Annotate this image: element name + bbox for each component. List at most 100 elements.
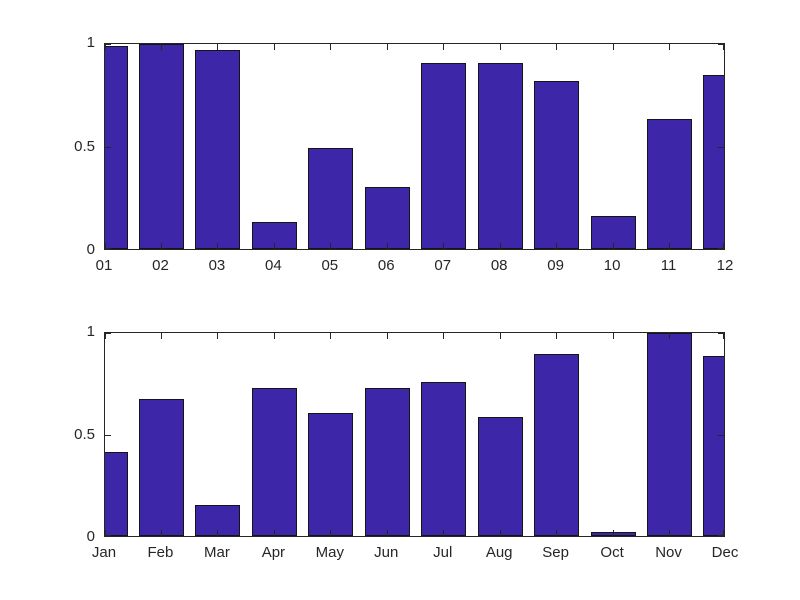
- y-axis-tick: [105, 248, 111, 249]
- x-axis-tick: [217, 333, 219, 339]
- y-axis-tick: [718, 44, 724, 45]
- x-tick-label-Aug: Aug: [485, 544, 513, 561]
- bar-Dec: [703, 355, 724, 536]
- x-axis-tick: [669, 333, 671, 339]
- y-tick-label-0.5: 0.5: [74, 137, 95, 155]
- y-axis-tick: [718, 535, 724, 536]
- x-axis-tick: [330, 530, 332, 536]
- x-axis-tick: [612, 333, 614, 339]
- x-axis-tick: [669, 243, 671, 249]
- bar-May: [308, 413, 354, 536]
- x-axis-tick: [443, 333, 445, 339]
- x-axis-tick: [160, 44, 162, 50]
- y-axis-tick: [105, 44, 111, 45]
- bar-Jan: [105, 451, 128, 536]
- bar-11: [646, 118, 693, 249]
- y-axis-tick: [105, 333, 111, 334]
- y-axis-tick: [105, 435, 111, 436]
- x-tick-label-Jul: Jul: [433, 544, 453, 561]
- x-tick-label-03: 03: [208, 257, 226, 274]
- x-axis-tick: [330, 44, 332, 50]
- x-axis-tick: [499, 530, 501, 536]
- x-axis-tick: [273, 530, 275, 536]
- x-axis-tick: [105, 333, 106, 339]
- x-axis-tick: [723, 333, 724, 339]
- x-axis-tick: [556, 333, 558, 339]
- x-axis-tick: [556, 530, 558, 536]
- x-axis-tick: [499, 243, 501, 249]
- x-tick-label-Nov: Nov: [655, 544, 682, 561]
- x-axis-tick: [273, 333, 275, 339]
- x-axis-tick: [330, 243, 332, 249]
- x-tick-label-12: 12: [716, 257, 734, 274]
- x-tick-label-Jun: Jun: [374, 544, 399, 561]
- y-tick-label-0: 0: [86, 241, 95, 258]
- x-tick-label-08: 08: [490, 257, 508, 274]
- bar-Nov: [646, 333, 693, 536]
- x-axis-tick: [273, 243, 275, 249]
- x-tick-label-Sep: Sep: [542, 544, 569, 561]
- x-tick-label-May: May: [315, 544, 344, 561]
- bar-06: [364, 186, 410, 249]
- y-axis-tick: [718, 435, 724, 436]
- x-axis-tick: [386, 44, 388, 50]
- x-axis-tick: [556, 243, 558, 249]
- x-axis-tick: [105, 44, 106, 50]
- bar-Apr: [251, 388, 297, 536]
- x-axis-tick: [217, 44, 219, 50]
- x-axis-tick: [105, 243, 106, 249]
- x-axis-tick: [105, 530, 106, 536]
- x-axis-tick: [160, 243, 162, 249]
- x-tick-label-Dec: Dec: [711, 544, 739, 561]
- x-axis-tick: [612, 44, 614, 50]
- x-axis-tick: [160, 333, 162, 339]
- x-axis-tick: [217, 243, 219, 249]
- x-tick-label-06: 06: [377, 257, 395, 274]
- y-tick-label-0.5: 0.5: [74, 425, 95, 443]
- bottom-bar-chart: [104, 332, 725, 537]
- bar-Sep: [534, 353, 580, 536]
- x-axis-tick: [160, 530, 162, 536]
- x-axis-tick: [443, 243, 445, 249]
- bar-01: [105, 46, 128, 249]
- x-tick-label-09: 09: [547, 257, 564, 274]
- bar-05: [308, 147, 354, 249]
- x-axis-tick: [499, 333, 501, 339]
- x-axis-tick: [386, 530, 388, 536]
- x-tick-label-04: 04: [265, 257, 282, 274]
- x-axis-tick: [386, 333, 388, 339]
- bar-Jul: [421, 382, 467, 536]
- x-tick-label-05: 05: [321, 257, 339, 274]
- y-axis-tick: [718, 147, 724, 148]
- x-axis-tick: [273, 44, 275, 50]
- x-axis-tick: [669, 530, 671, 536]
- x-axis-tick: [723, 44, 724, 50]
- bar-03: [195, 50, 241, 249]
- x-tick-label-Apr: Apr: [261, 544, 286, 561]
- x-tick-label-Oct: Oct: [600, 544, 624, 561]
- bar-08: [477, 62, 523, 249]
- y-axis-tick: [105, 535, 111, 536]
- x-axis-tick: [556, 44, 558, 50]
- y-tick-label-1: 1: [86, 323, 95, 340]
- x-tick-label-Jan: Jan: [91, 544, 117, 561]
- x-axis-tick: [612, 243, 614, 249]
- x-axis-tick: [217, 530, 219, 536]
- x-axis-tick: [612, 530, 614, 536]
- y-tick-label-0: 0: [86, 528, 95, 545]
- x-axis-tick: [443, 530, 445, 536]
- x-tick-label-10: 10: [603, 257, 621, 274]
- y-axis-tick: [105, 147, 111, 148]
- bar-Jun: [364, 388, 410, 536]
- bar-Mar: [195, 505, 241, 536]
- y-tick-label-1: 1: [86, 34, 95, 51]
- x-axis-tick: [386, 243, 388, 249]
- bar-07: [421, 62, 467, 249]
- bar-12: [703, 75, 724, 249]
- bar-09: [534, 81, 580, 249]
- x-axis-tick: [330, 333, 332, 339]
- y-axis-tick: [718, 333, 724, 334]
- y-axis-tick: [718, 248, 724, 249]
- x-tick-label-Mar: Mar: [203, 544, 230, 561]
